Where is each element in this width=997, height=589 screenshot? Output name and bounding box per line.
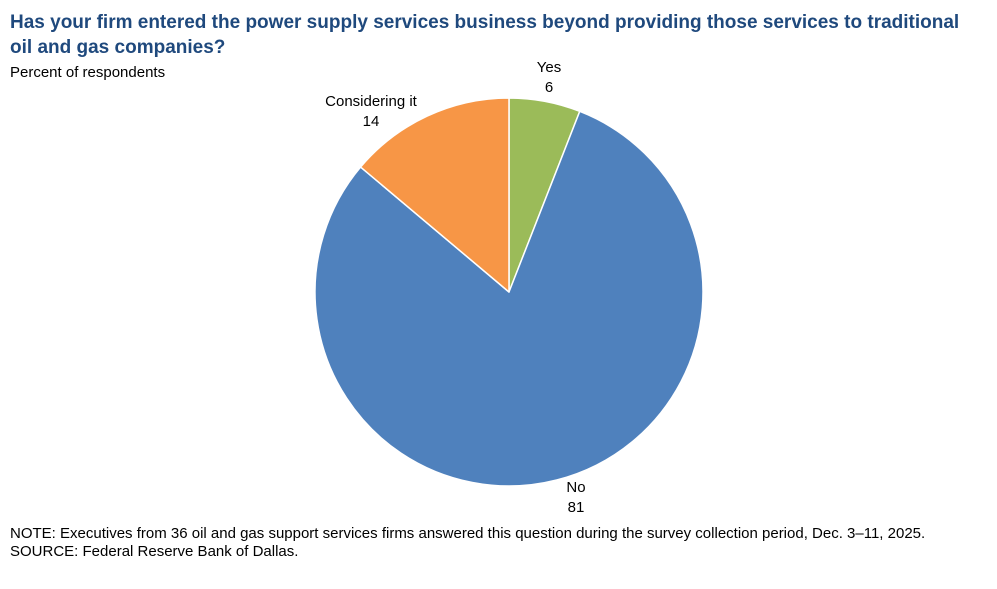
slice-value-no: 81 — [568, 499, 585, 516]
pie-slice-no — [314, 110, 704, 487]
chart-footer: NOTE: Executives from 36 oil and gas sup… — [10, 525, 985, 561]
chart-title: Has your firm entered the power supply s… — [10, 12, 960, 58]
pie-slice-considering-it — [359, 97, 510, 293]
slice-value-yes: 6 — [545, 79, 553, 96]
slice-label-no: No — [566, 479, 585, 496]
slice-label-yes: Yes — [537, 59, 561, 76]
slice-value-considering-it: 14 — [363, 113, 380, 130]
pie-labels: Yes 6 No 81 Considering it 14 — [325, 59, 585, 516]
pie-slices — [314, 97, 704, 487]
slice-label-considering-it: Considering it — [325, 93, 418, 110]
note-text: NOTE: Executives from 36 oil and gas sup… — [10, 525, 926, 542]
chart-subtitle: Percent of respondents — [10, 64, 166, 81]
source-text: SOURCE: Federal Reserve Bank of Dallas. — [10, 543, 299, 560]
pie-chart: Yes 6 No 81 Considering it 14 — [314, 59, 704, 516]
